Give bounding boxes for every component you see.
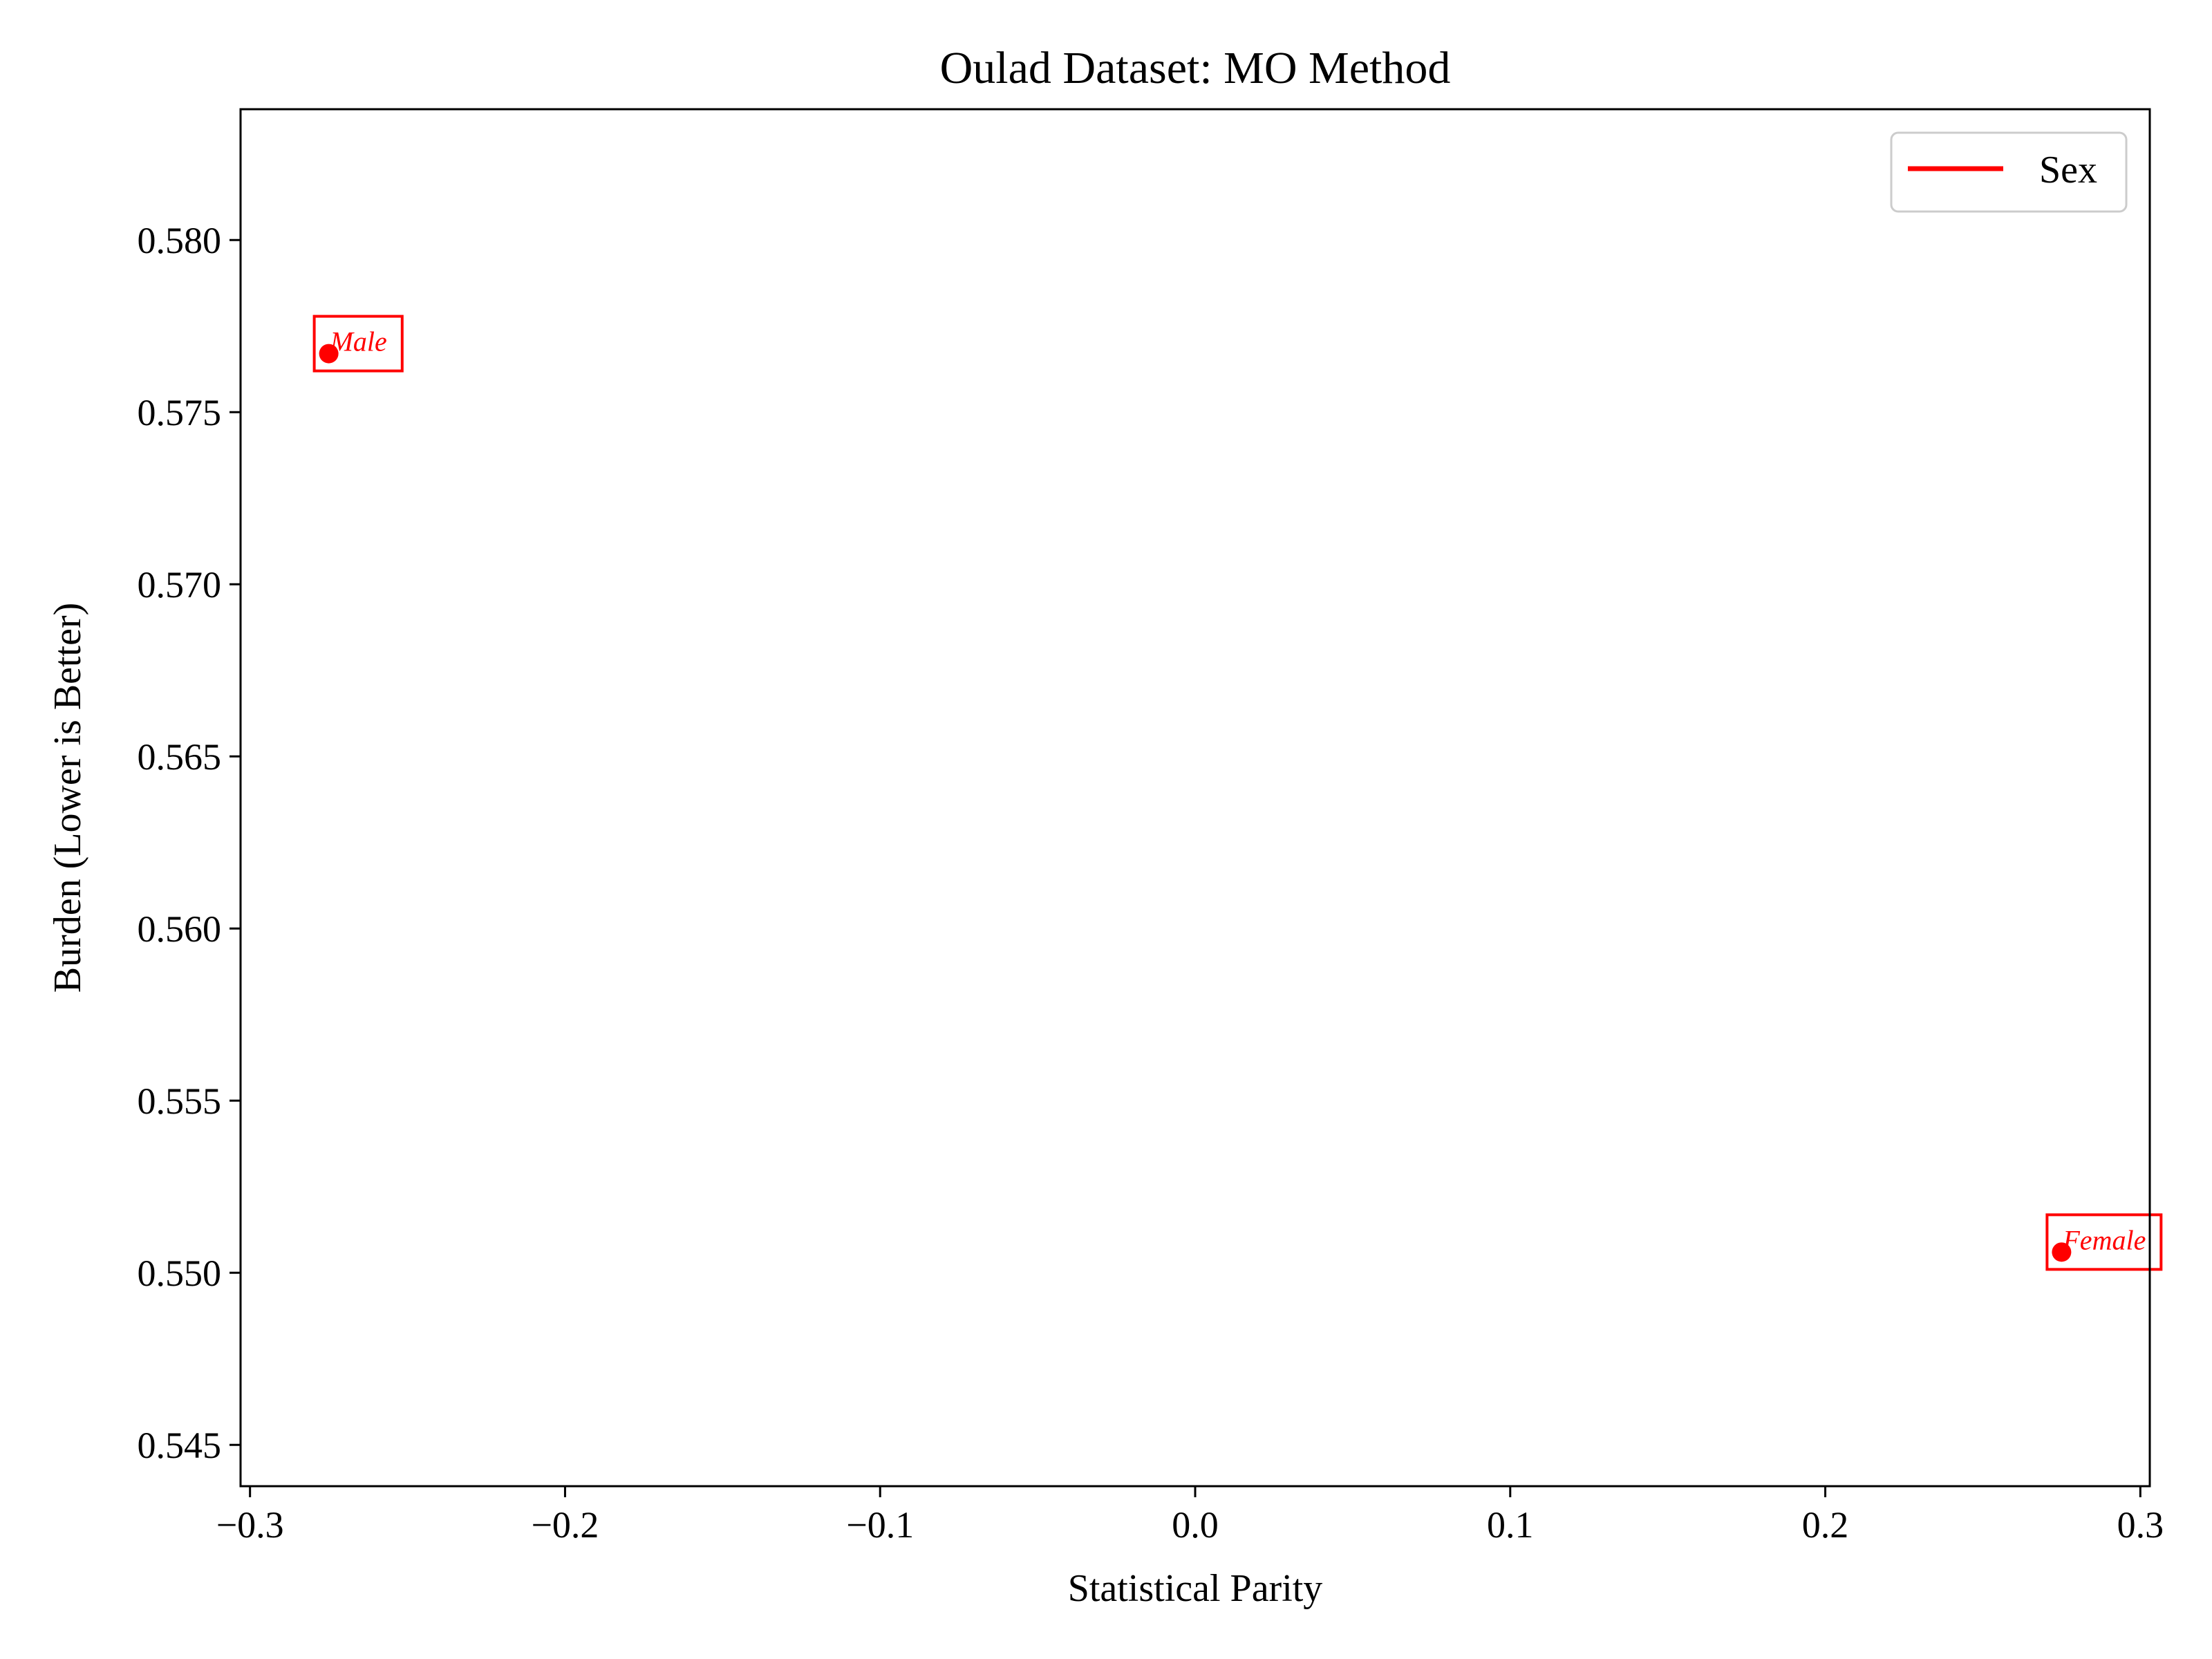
x-tick-label: −0.3: [216, 1504, 284, 1546]
legend-label-sex: Sex: [2039, 149, 2097, 191]
data-points: Male Female: [312, 315, 2163, 1271]
y-tick-label: 0.555: [138, 1080, 222, 1122]
point-label-male: Male: [330, 326, 387, 357]
legend: Sex: [1890, 131, 2128, 213]
point-label-box-male: [312, 315, 404, 373]
y-axis-label: Burden (Lower is Better): [46, 603, 89, 993]
data-point-male: [319, 344, 339, 364]
y-tick-label: 0.570: [138, 564, 222, 606]
data-point-female: [2052, 1242, 2072, 1262]
plot-frame: [239, 108, 2151, 1488]
point-label-female: Female: [2062, 1224, 2146, 1255]
y-tick-label: 0.560: [138, 908, 222, 950]
y-tick-label: 0.545: [138, 1425, 222, 1466]
y-tick-label: 0.550: [138, 1253, 222, 1294]
y-tick-label: 0.575: [138, 392, 222, 433]
x-tick-label: −0.2: [531, 1504, 599, 1546]
chart-title: Oulad Dataset: MO Method: [940, 43, 1451, 93]
x-axis: −0.3 −0.2 −0.1 0.0 0.1 0.2 0.3: [216, 1486, 2164, 1546]
x-tick-label: 0.0: [1172, 1504, 1219, 1546]
x-tick-label: 0.2: [1802, 1504, 1849, 1546]
y-tick-label: 0.565: [138, 736, 222, 778]
x-tick-label: 0.3: [2117, 1504, 2164, 1546]
y-axis: 0.545 0.550 0.555 0.560 0.565 0.570 0.575 0.580: [138, 220, 241, 1466]
y-tick-label: 0.580: [138, 220, 222, 261]
point-label-box-female: [2045, 1213, 2163, 1271]
x-axis-label: Statistical Parity: [1068, 1567, 1323, 1610]
x-tick-label: −0.1: [846, 1504, 914, 1546]
legend-box: [1890, 131, 2128, 213]
x-tick-label: 0.1: [1487, 1504, 1534, 1546]
